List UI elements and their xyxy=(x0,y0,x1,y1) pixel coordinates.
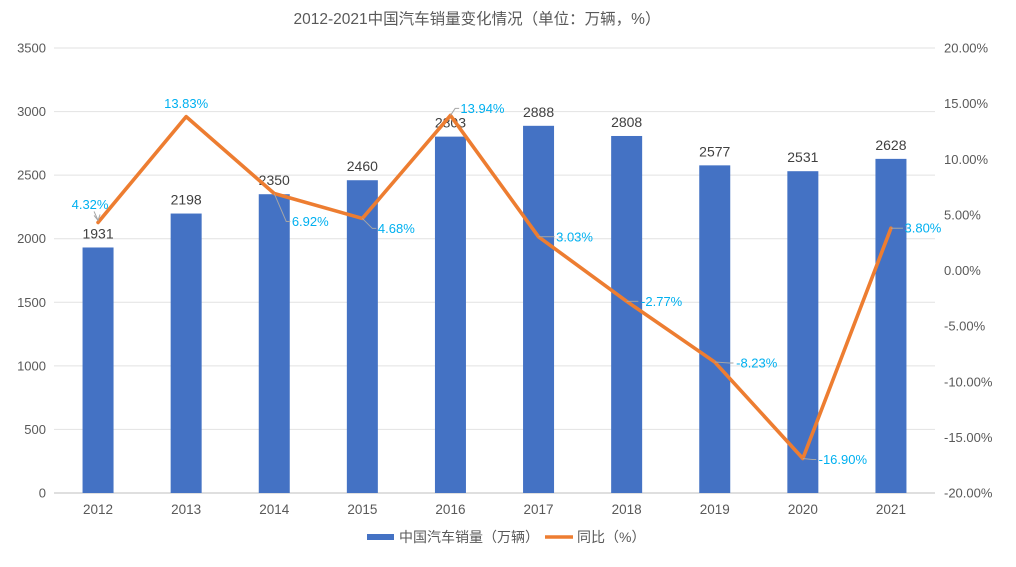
left-axis-tick: 1000 xyxy=(17,358,46,373)
legend: 中国汽车销量（万辆） 同比（%） xyxy=(367,529,645,545)
line-label-2020: -16.90% xyxy=(819,452,868,467)
line-value-labels: 4.32% 13.83% 6.92% 4.68% 13.94% 3.03% -2.77% -8… xyxy=(72,96,942,467)
leader-2016 xyxy=(450,107,460,116)
bar-label-2012: 1931 xyxy=(82,225,113,241)
left-axis-tick: 2500 xyxy=(17,168,46,183)
right-axis-tick: -15.00% xyxy=(944,430,993,445)
legend-label-bar: 中国汽车销量（万辆） xyxy=(399,529,539,545)
leader-2019 xyxy=(714,361,734,364)
chart-title: 2012-2021中国汽车销量变化情况（单位：万辆，%） xyxy=(294,10,661,28)
right-axis-tick: 20.00% xyxy=(944,41,989,56)
x-axis-label-2012: 2012 xyxy=(83,502,113,517)
bar-label-2021: 2628 xyxy=(875,137,906,153)
bar-label-2014: 2350 xyxy=(259,172,290,188)
line-label-2018: -2.77% xyxy=(641,294,683,309)
bar-2017 xyxy=(523,125,555,493)
x-axis-label-2013: 2013 xyxy=(171,502,201,517)
x-axis-label-2015: 2015 xyxy=(347,502,377,517)
x-axis-label-2014: 2014 xyxy=(259,502,290,517)
x-axis-label-2016: 2016 xyxy=(435,502,465,517)
right-axis-tick: 15.00% xyxy=(944,96,989,111)
bar-2020 xyxy=(787,171,819,494)
x-axis-label-2017: 2017 xyxy=(524,502,554,517)
right-axis-tick: -5.00% xyxy=(944,319,986,334)
x-axis-label-2020: 2020 xyxy=(788,502,818,517)
bar-series xyxy=(82,125,907,494)
right-axis-tick: -10.00% xyxy=(944,374,993,389)
bar-label-2017: 2888 xyxy=(523,104,554,120)
leader-arrowhead xyxy=(93,214,101,222)
axis-tick-labels: 3500 3000 2500 2000 1500 1000 500 0 20.00% 15.00%… xyxy=(17,41,993,518)
left-axis-tick: 3000 xyxy=(17,104,46,119)
line-label-2021: 3.80% xyxy=(905,221,942,236)
bar-2015 xyxy=(346,180,378,493)
right-axis-tick: 10.00% xyxy=(944,152,989,167)
line-label-2015: 4.68% xyxy=(378,221,415,236)
leader-2015 xyxy=(361,218,377,229)
x-axis-label-2021: 2021 xyxy=(876,502,906,517)
left-axis-tick: 0 xyxy=(39,486,46,501)
leader-2020 xyxy=(802,458,817,461)
line-label-2014: 6.92% xyxy=(292,214,329,229)
bar-2018 xyxy=(611,135,643,494)
bar-label-2020: 2531 xyxy=(787,149,818,165)
line-label-2016: 13.94% xyxy=(460,101,505,116)
left-axis-tick: 3500 xyxy=(17,41,46,56)
leader-2014 xyxy=(273,193,291,223)
line-label-2019: -8.23% xyxy=(736,356,778,371)
line-label-2013: 13.83% xyxy=(164,96,209,111)
line-series-path xyxy=(96,113,893,461)
bar-label-2018: 2808 xyxy=(611,114,642,130)
bar-label-2013: 2198 xyxy=(171,192,202,208)
right-axis-tick: 5.00% xyxy=(944,207,981,222)
left-axis-tick: 2000 xyxy=(17,231,46,246)
x-axis-label-2018: 2018 xyxy=(612,502,642,517)
right-axis-tick: 0.00% xyxy=(944,263,981,278)
bar-2016 xyxy=(434,136,466,493)
line-label-2012: 4.32% xyxy=(72,197,109,212)
line-series xyxy=(96,113,893,461)
right-axis-tick: -20.00% xyxy=(944,486,993,501)
left-axis-tick: 500 xyxy=(24,422,46,437)
legend-label-line: 同比（%） xyxy=(577,529,645,545)
legend-swatch-bar xyxy=(367,534,394,540)
left-axis-tick: 1500 xyxy=(17,295,46,310)
line-label-2017: 3.03% xyxy=(556,229,593,244)
bar-2013 xyxy=(170,213,202,494)
bar-label-2015: 2460 xyxy=(347,158,378,174)
bar-2014 xyxy=(258,194,290,493)
x-axis-label-2019: 2019 xyxy=(700,502,730,517)
bar-label-2019: 2577 xyxy=(699,143,730,159)
bar-2019 xyxy=(699,165,731,494)
bar-2012 xyxy=(82,247,114,493)
bar-2021 xyxy=(875,158,907,493)
